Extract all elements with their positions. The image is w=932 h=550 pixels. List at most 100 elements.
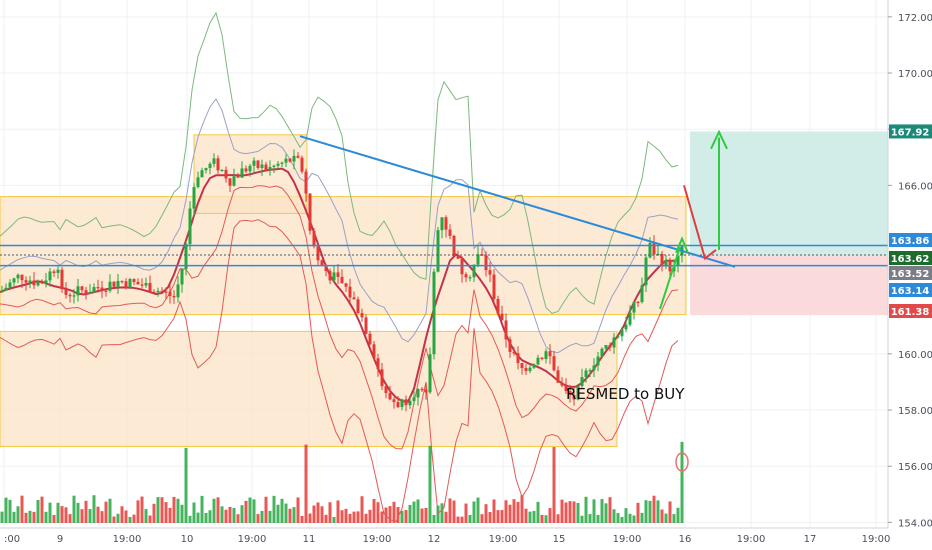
- volume-bar: [572, 501, 576, 523]
- volume-bar: [84, 500, 88, 523]
- volume-bar: [40, 496, 44, 523]
- candle-body: [204, 168, 208, 171]
- volume-bar: [0, 511, 4, 523]
- candle-body: [432, 271, 436, 355]
- volume-bar: [48, 502, 52, 523]
- candle-body: [152, 291, 156, 294]
- volume-bar: [392, 501, 396, 523]
- volume-bar: [128, 516, 132, 523]
- bollinger-bands: [0, 11, 679, 523]
- volume-bar: [620, 516, 624, 523]
- volume-bar: [656, 500, 660, 523]
- candle-body: [8, 282, 12, 288]
- candle-body: [120, 280, 124, 283]
- candle-body: [580, 377, 584, 387]
- candle-body: [656, 253, 660, 256]
- volume-bar: [16, 506, 20, 523]
- volume-bar: [640, 512, 644, 523]
- candle-body: [508, 339, 512, 352]
- volume-bar: [252, 499, 256, 523]
- candle-body: [184, 244, 188, 269]
- volume-bar: [364, 513, 368, 523]
- volume-bar: [556, 514, 560, 523]
- candle-body: [372, 344, 376, 359]
- volume-bar: [448, 498, 452, 523]
- candle-body: [340, 276, 344, 284]
- candle-body: [416, 388, 420, 398]
- volume-bar: [264, 496, 268, 523]
- volume-bar: [140, 496, 144, 523]
- candle-body: [20, 274, 24, 281]
- volume-bar: [288, 508, 292, 523]
- volume-bar: [180, 504, 184, 523]
- candle-body: [376, 358, 380, 370]
- volume-bar: [352, 511, 356, 523]
- volume-bar: [508, 504, 512, 523]
- candle-body: [80, 286, 84, 291]
- candle-body: [308, 193, 312, 231]
- volume-bar: [156, 497, 160, 523]
- candle-body: [436, 230, 440, 272]
- candle-body: [64, 289, 68, 295]
- candle-body: [100, 287, 104, 291]
- volume-bar: [176, 498, 180, 523]
- volume-bar: [132, 514, 136, 523]
- candle-body: [600, 348, 604, 357]
- volume-bar: [60, 506, 64, 523]
- candle-body: [360, 313, 364, 318]
- volume-bar: [404, 509, 408, 523]
- candle-body: [76, 286, 80, 296]
- time-tick-label: 19:00: [363, 534, 392, 545]
- candle-body: [176, 284, 180, 298]
- volume-bar: [544, 515, 548, 523]
- target-zone: [690, 131, 888, 256]
- volume-bar: [456, 516, 460, 523]
- volume-bar: [236, 514, 240, 523]
- candle-body: [156, 290, 160, 293]
- candle-body: [164, 291, 168, 293]
- candle-body: [408, 401, 412, 406]
- volume-bar: [104, 501, 108, 523]
- volume-bar: [460, 516, 464, 523]
- volume-bar: [368, 509, 372, 523]
- candle-body: [0, 290, 4, 293]
- volume-bar: [184, 447, 188, 523]
- volume-bar: [604, 503, 608, 523]
- time-tick-label: 19:00: [489, 534, 518, 545]
- volume-bar: [428, 445, 432, 523]
- candle-body: [496, 298, 500, 314]
- time-tick-label: 19:00: [238, 534, 267, 545]
- volume-bar: [680, 441, 684, 523]
- volume-bar: [536, 501, 540, 523]
- candle-body: [648, 243, 652, 258]
- volume-bar: [24, 512, 28, 523]
- drawings[interactable]: [0, 129, 888, 310]
- price-tick-label: 154.00: [898, 518, 932, 529]
- volume-bar: [272, 495, 276, 523]
- volume-bar: [568, 501, 572, 523]
- volume-bar: [4, 497, 8, 523]
- volume-bar: [192, 502, 196, 523]
- volume-bar: [416, 499, 420, 523]
- outer-upper-band: [0, 11, 679, 314]
- volume-bar: [228, 506, 232, 523]
- volume-bar: [324, 514, 328, 523]
- volume-bar: [388, 506, 392, 523]
- highlight-zone: [0, 196, 687, 316]
- candle-body: [116, 280, 120, 287]
- volume-bar: [280, 498, 284, 523]
- price-tag: [889, 266, 932, 280]
- candle-body: [336, 272, 340, 277]
- candle-body: [4, 287, 8, 291]
- time-tick-label: 19:00: [737, 534, 766, 545]
- volume-bar: [600, 499, 604, 523]
- candle-body: [604, 344, 608, 349]
- volume-bar: [412, 501, 416, 523]
- time-axis[interactable]: :00 9 19:00 10 19:00 11 19:00 12 19:00 15 19:00 16 1…: [0, 527, 890, 545]
- volume-bar: [444, 511, 448, 523]
- candle-body: [144, 282, 148, 286]
- volume-bar: [356, 511, 360, 523]
- volume-bar: [296, 497, 300, 523]
- volume-bar: [504, 500, 508, 523]
